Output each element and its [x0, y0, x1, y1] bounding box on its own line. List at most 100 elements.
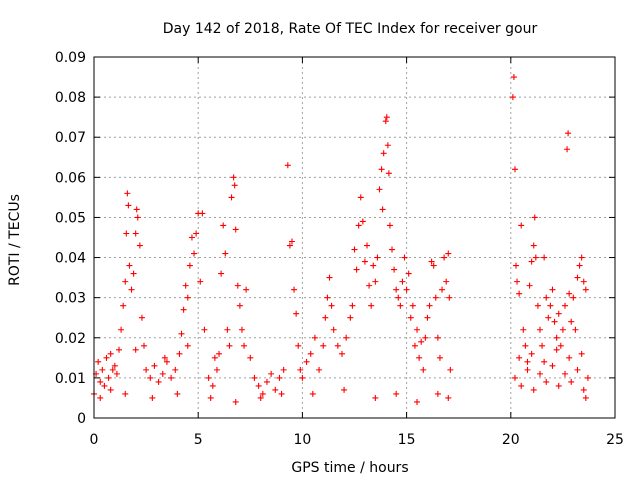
data-point	[251, 374, 258, 381]
data-point	[107, 386, 114, 393]
y-tick-label: 0.01	[55, 371, 86, 387]
data-point	[393, 286, 400, 293]
data-point	[257, 394, 264, 401]
data-point	[351, 246, 358, 253]
data-point	[293, 310, 300, 317]
data-point	[133, 206, 140, 213]
data-point	[372, 278, 379, 285]
data-point	[197, 278, 204, 285]
data-point	[297, 366, 304, 373]
data-point	[574, 366, 581, 373]
data-point	[401, 254, 408, 261]
y-tick-label: 0.04	[55, 251, 86, 267]
data-point	[565, 130, 572, 137]
data-point	[220, 222, 227, 229]
x-tick-label: 0	[90, 432, 99, 448]
data-point	[199, 210, 206, 217]
data-point	[414, 326, 421, 333]
data-point	[522, 342, 529, 349]
data-point	[224, 326, 231, 333]
data-point	[528, 350, 535, 357]
data-point	[574, 274, 581, 281]
data-point	[545, 314, 552, 321]
data-point	[263, 378, 270, 385]
data-point	[511, 374, 518, 381]
data-point	[555, 382, 562, 389]
data-point	[439, 286, 446, 293]
data-point	[389, 246, 396, 253]
data-point	[524, 366, 531, 373]
data-point	[436, 354, 443, 361]
data-point	[328, 302, 335, 309]
data-point	[584, 374, 591, 381]
y-tick-label: 0.06	[55, 170, 86, 186]
data-point	[230, 174, 237, 181]
data-point	[188, 234, 195, 241]
data-point	[543, 294, 550, 301]
data-point	[125, 202, 132, 209]
data-point	[524, 358, 531, 365]
data-point	[511, 166, 518, 173]
data-point	[218, 270, 225, 277]
data-point	[255, 382, 262, 389]
data-point	[541, 254, 548, 261]
data-point	[128, 286, 135, 293]
data-point	[134, 214, 141, 221]
data-point	[361, 258, 368, 265]
data-point	[530, 386, 537, 393]
data-point	[136, 242, 143, 249]
data-point	[341, 386, 348, 393]
data-point	[186, 262, 193, 269]
data-point	[409, 302, 416, 309]
data-point	[180, 306, 187, 313]
y-tick-label: 0	[77, 411, 86, 427]
data-point	[551, 318, 558, 325]
data-point	[520, 326, 527, 333]
data-point	[105, 374, 112, 381]
data-point	[191, 250, 198, 257]
data-point	[309, 390, 316, 397]
data-point	[353, 266, 360, 273]
data-point	[526, 282, 533, 289]
data-point	[205, 374, 212, 381]
y-tick-label: 0.07	[55, 130, 86, 146]
data-point	[123, 230, 130, 237]
data-point	[101, 382, 108, 389]
data-point	[385, 170, 392, 177]
data-point	[291, 286, 298, 293]
data-point	[582, 286, 589, 293]
data-point	[418, 338, 425, 345]
data-point	[109, 366, 116, 373]
data-point	[176, 350, 183, 357]
data-point	[434, 390, 441, 397]
data-point	[161, 354, 168, 361]
data-point	[168, 374, 175, 381]
data-point	[182, 282, 189, 289]
data-point	[399, 278, 406, 285]
data-point	[151, 362, 158, 369]
data-point	[284, 162, 291, 169]
data-point	[143, 366, 150, 373]
data-point	[424, 314, 431, 321]
data-point	[159, 370, 166, 377]
y-tick-label: 0.08	[55, 90, 86, 106]
data-point	[403, 286, 410, 293]
x-axis-label: GPS time / hours	[291, 460, 408, 476]
data-point	[357, 194, 364, 201]
chart-title: Day 142 of 2018, Rate Of TEC Index for r…	[163, 21, 538, 37]
data-point	[530, 242, 537, 249]
data-point	[116, 346, 123, 353]
grid-lines	[94, 57, 615, 418]
data-point	[420, 366, 427, 373]
x-tick-label: 5	[194, 432, 203, 448]
data-point	[513, 262, 520, 269]
y-tick-label: 0.03	[55, 291, 86, 307]
data-point	[445, 394, 452, 401]
data-point	[295, 342, 302, 349]
data-point	[113, 370, 120, 377]
data-point	[564, 146, 571, 153]
data-point	[174, 390, 181, 397]
scatter-points	[91, 74, 591, 405]
data-point	[311, 334, 318, 341]
